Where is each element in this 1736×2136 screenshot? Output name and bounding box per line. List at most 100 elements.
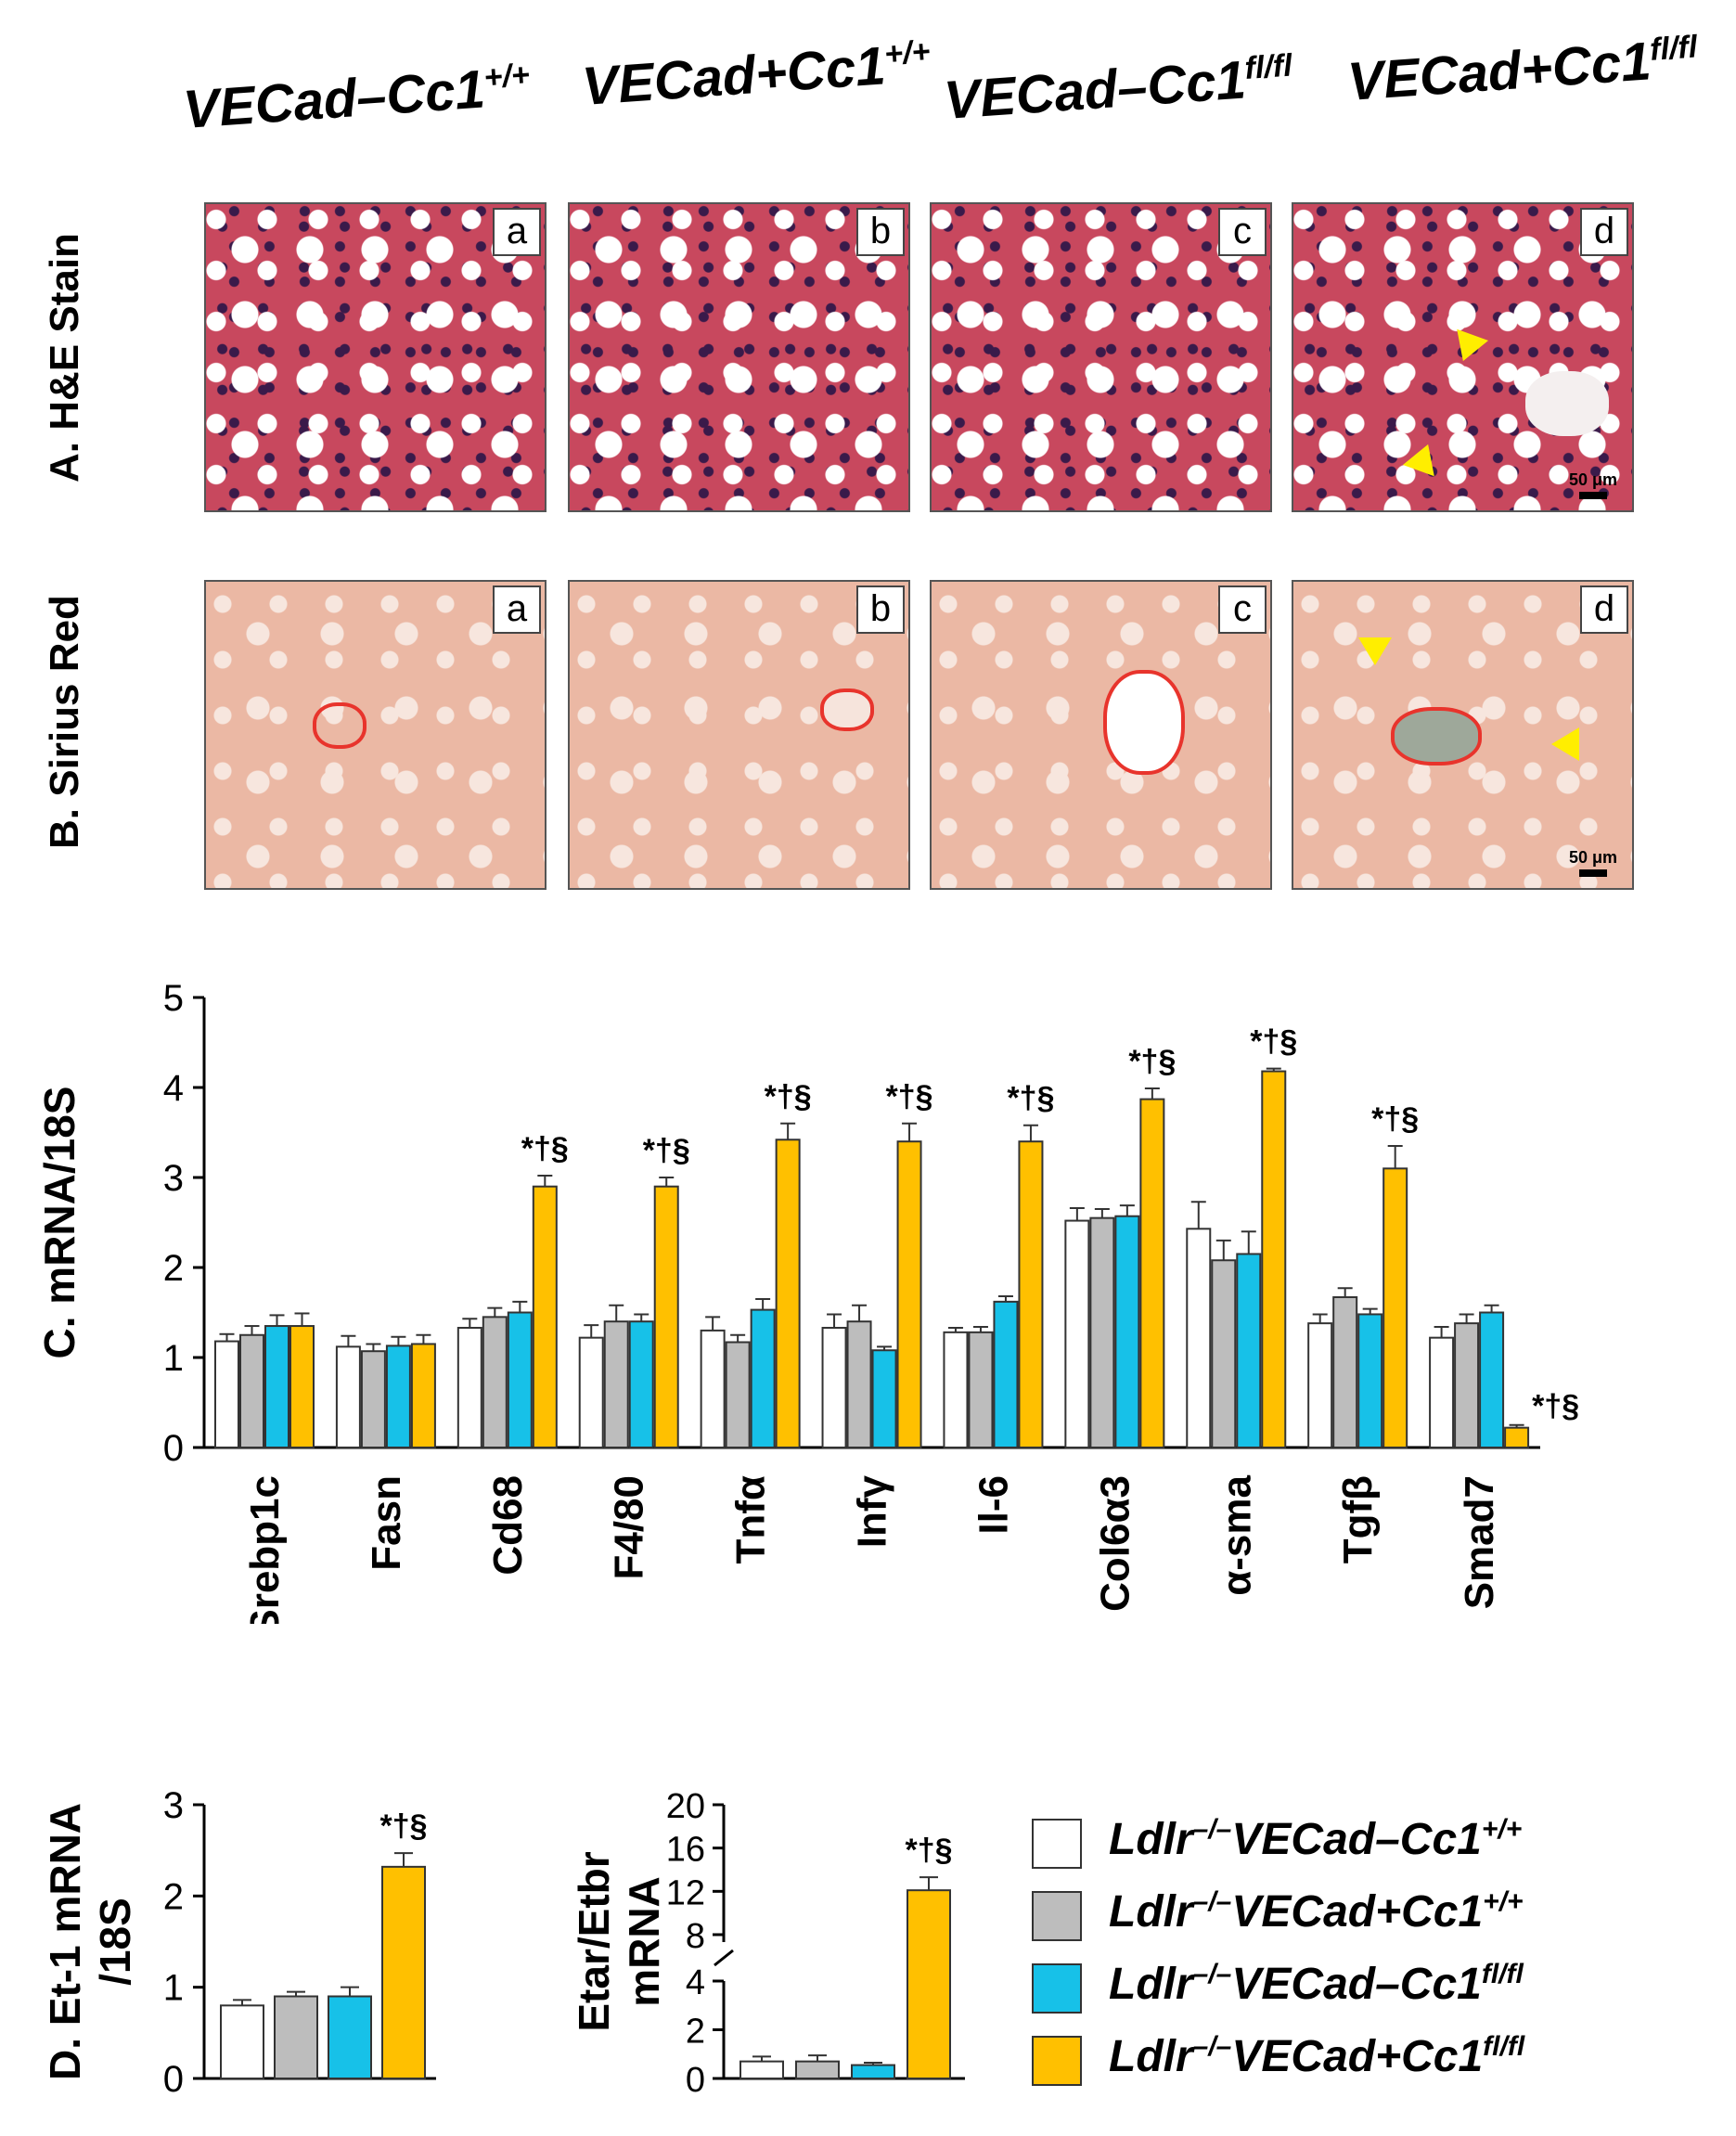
y-tick-label: 2: [686, 2013, 705, 2052]
x-tick-label: Infγ: [850, 1474, 895, 1548]
bar: [1261, 1070, 1287, 1448]
y-axis-label: C. mRNA/18S: [35, 1087, 84, 1359]
panel-tag: d: [1580, 208, 1628, 256]
x-tick-label: Fasn: [364, 1475, 409, 1571]
y-tick-label: 20: [666, 1787, 705, 1826]
y-tick-label: 1: [163, 1338, 184, 1379]
bar: [628, 1320, 654, 1449]
x-tick-label: Tnfα: [728, 1475, 774, 1563]
row-label-sirius: B. Sirius Red: [42, 595, 87, 849]
sirius-panel-c: c: [930, 580, 1272, 890]
column-heading-3: VECad–Cc1fl/fl: [942, 47, 1293, 132]
bar: [1307, 1322, 1333, 1449]
significance-label: *†§: [1007, 1081, 1054, 1116]
panel-tag: c: [1218, 585, 1267, 634]
bar: [700, 1329, 726, 1448]
he-panel-a: a: [204, 202, 547, 512]
sirius-panel-d: d 50 μm: [1292, 580, 1634, 890]
bar: [264, 1325, 289, 1448]
bar: [410, 1343, 436, 1449]
bar: [457, 1326, 482, 1448]
bar: [1064, 1219, 1090, 1448]
y-axis-label: D. Et-1 mRNA/18S: [41, 1803, 139, 2080]
bar: [385, 1345, 411, 1449]
bar: [968, 1331, 994, 1448]
chart-d-et1: 0 1 2 3 D. Et-1 mRNA/18S *†§: [41, 1785, 436, 2100]
bar: [1186, 1228, 1212, 1449]
vessel-lumen: [1391, 707, 1482, 766]
y-tick-label: 0: [163, 1428, 184, 1469]
bar: [381, 1865, 426, 2079]
bar: [821, 1326, 847, 1448]
x-tick-label: Cd68: [485, 1475, 531, 1576]
column-heading-1: VECad–Cc1+/+: [181, 57, 532, 141]
panel-tag: a: [493, 208, 541, 256]
x-tick-label: Smad7: [1457, 1475, 1502, 1609]
bar: [1357, 1313, 1383, 1448]
bar: [907, 1889, 951, 2079]
bar: [943, 1331, 969, 1448]
arrowhead-icon: [1551, 727, 1579, 761]
x-tick-label: Tgfβ: [1335, 1475, 1381, 1563]
bar: [1139, 1098, 1165, 1449]
bar: [532, 1185, 558, 1448]
bar: [289, 1325, 315, 1448]
bar: [1479, 1311, 1505, 1448]
bar: [507, 1311, 533, 1448]
scale-bar: 50 μm: [1569, 470, 1617, 499]
legend-swatch-1: [1032, 1819, 1082, 1869]
bar: [274, 1995, 318, 2079]
legend-swatch-4: [1032, 2036, 1082, 2086]
bar: [896, 1140, 922, 1448]
vessel-lumen: [313, 702, 366, 749]
x-tick-label: Col6α3: [1092, 1475, 1138, 1612]
vessel-lumen: [1525, 371, 1609, 436]
significance-label: *†§: [905, 1833, 952, 1868]
panel-tag: b: [856, 585, 905, 634]
x-tick-label: Il-6: [971, 1475, 1016, 1535]
significance-label: *†§: [1128, 1044, 1176, 1079]
panel-tag: c: [1218, 208, 1267, 256]
significance-label: *†§: [1250, 1024, 1297, 1060]
bar: [993, 1300, 1019, 1448]
he-panel-d: d 50 μm: [1292, 202, 1634, 512]
arrowhead-icon: [1447, 328, 1489, 367]
bar: [578, 1336, 604, 1448]
bar: [795, 2060, 840, 2079]
panel-tag: b: [856, 208, 905, 256]
bar: [1236, 1253, 1262, 1449]
y-tick-label: 5: [163, 978, 184, 1019]
y-tick-label: 4: [163, 1068, 184, 1109]
x-tick-label: Srebp1c: [242, 1475, 288, 1624]
legend-swatch-3: [1032, 1963, 1082, 2014]
bar: [871, 1349, 897, 1448]
y-tick-label: 4: [686, 1963, 705, 2002]
bar: [603, 1320, 629, 1449]
bar: [328, 1995, 372, 2079]
y-tick-label: 12: [666, 1873, 705, 1912]
bar: [739, 2060, 784, 2079]
bar: [1089, 1216, 1115, 1448]
bar: [1504, 1426, 1530, 1448]
bar: [653, 1185, 679, 1448]
bar: [750, 1308, 776, 1448]
significance-label: *†§: [521, 1131, 569, 1166]
column-heading-4: VECad+Cc1fl/fl: [1345, 29, 1699, 113]
significance-label: *†§: [643, 1133, 690, 1168]
bar: [482, 1316, 508, 1448]
y-axis-label: Etar/EtbrmRNA: [575, 1851, 668, 2031]
y-tick-label: 3: [163, 1785, 184, 1826]
y-tick-label: 2: [163, 1248, 184, 1289]
bar: [239, 1333, 264, 1448]
legend-label-2: Ldlr–/–VECad+Cc1+/+: [1109, 1886, 1524, 1937]
bar: [335, 1345, 361, 1448]
sirius-panel-b: b: [568, 580, 910, 890]
chart-c: 0 1 2 3 4 5 C. mRNA/18S Srebp1c Fasn *†§ Cd68 *†§ F4…: [35, 978, 1579, 1624]
bar: [360, 1350, 386, 1448]
panel-tag: a: [493, 585, 541, 634]
row-label-he: A. H&E Stain: [42, 233, 87, 483]
axis-break-mark: [714, 1949, 734, 1967]
bar: [1429, 1336, 1455, 1448]
significance-label: *†§: [886, 1079, 933, 1114]
